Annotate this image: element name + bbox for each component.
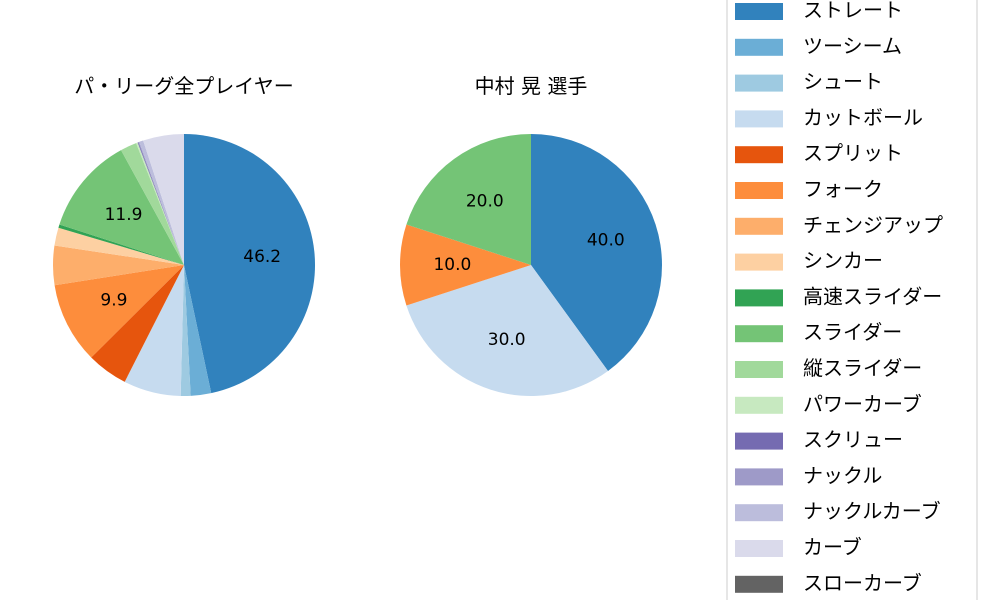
legend-swatch: [735, 182, 783, 199]
legend-entry: スプリット: [735, 141, 903, 165]
legend-swatch: [735, 361, 783, 378]
legend-swatch: [735, 3, 783, 20]
legend-label: ナックル: [803, 463, 882, 487]
pie-slice: [138, 141, 184, 265]
legend-entry: スライダー: [735, 320, 902, 344]
legend-label: スローカーブ: [803, 571, 922, 595]
pie-slice: [139, 140, 184, 265]
pie-slice: [406, 134, 531, 265]
legend-entry: シュート: [735, 70, 883, 94]
pie-slice: [91, 265, 184, 382]
slice-data-label: 46.2: [243, 247, 281, 267]
pie-slice: [58, 224, 184, 265]
legend-label: スクリュー: [803, 428, 903, 452]
pie-title-player: 中村 晃 選手: [475, 74, 588, 98]
pie-slice: [531, 134, 662, 371]
pie-slice: [124, 265, 184, 396]
legend-label: チェンジアップ: [803, 213, 943, 237]
pie-player: 40.0 30.0 10.0 20.0: [399, 134, 662, 396]
legend-entry: フォーク: [735, 177, 883, 201]
pie-slice: [184, 265, 212, 396]
pie-slice: [406, 265, 608, 396]
pie-slice: [54, 227, 185, 265]
legend-swatch: [735, 504, 783, 522]
pie-slice: [121, 143, 184, 265]
legend-frame: [726, 0, 978, 604]
legend-entry: カットボール: [735, 105, 923, 129]
legend-entry: ツーシーム: [735, 34, 902, 58]
legend-entry: パワーカーブ: [735, 392, 922, 416]
legend-entry: 高速スライダー: [735, 284, 942, 308]
legend-label: フォーク: [803, 177, 883, 201]
legend-swatch: [735, 74, 783, 92]
pie-slice: [137, 142, 184, 265]
legend-label: パワーカーブ: [803, 392, 922, 416]
legend-label: 縦スライダー: [803, 356, 922, 380]
slice-data-label: 10.0: [433, 255, 471, 275]
legend-label: 高速スライダー: [803, 284, 942, 308]
pie-slice: [136, 142, 184, 265]
legend-label: ツーシーム: [803, 34, 902, 58]
pie-slice: [52, 245, 185, 286]
legend-entry: ナックルカーブ: [735, 499, 941, 523]
legend-entry: スローカーブ: [735, 571, 922, 595]
pie-slice: [143, 133, 184, 265]
legend-swatch: [735, 110, 783, 128]
slice-data-label: 11.9: [105, 205, 143, 225]
legend-swatch: [735, 146, 783, 164]
legend-swatch: [735, 289, 783, 307]
legend-entry: ストレート: [735, 0, 903, 22]
pie-slice: [184, 134, 316, 394]
legend-entry: 縦スライダー: [735, 356, 922, 380]
legend-entry: チェンジアップ: [735, 213, 943, 237]
slice-data-label: 40.0: [587, 231, 625, 251]
legend-swatch: [735, 253, 783, 271]
pie-league: 46.2 9.9 11.9: [52, 133, 316, 397]
legend-entry: カーブ: [735, 535, 862, 559]
legend-label: シュート: [803, 70, 883, 94]
legend: ストレートツーシームシュートカットボールスプリットフォークチェンジアップシンカー…: [726, 0, 978, 604]
pie-title-league: パ・リーグ全プレイヤー: [74, 74, 293, 98]
legend-label: ナックルカーブ: [803, 499, 941, 523]
legend-swatch: [735, 540, 783, 557]
legend-label: スライダー: [803, 320, 902, 344]
legend-entry: スクリュー: [735, 428, 903, 452]
legend-swatch: [735, 432, 783, 450]
legend-label: ストレート: [803, 0, 903, 22]
pie-slice: [59, 150, 184, 265]
pie-slice: [399, 224, 531, 306]
legend-swatch: [735, 468, 783, 486]
legend-entry: ナックル: [735, 463, 882, 487]
pie-slice: [180, 265, 191, 397]
slice-data-label: 30.0: [488, 330, 526, 350]
legend-label: スプリット: [803, 141, 903, 165]
pie-slice: [54, 265, 184, 358]
legend-swatch: [735, 325, 783, 343]
slice-data-label: 20.0: [466, 191, 504, 211]
legend-label: シンカー: [803, 249, 883, 273]
legend-entry: シンカー: [735, 249, 883, 273]
legend-label: カーブ: [803, 535, 862, 559]
legend-swatch: [735, 217, 783, 235]
legend-swatch: [735, 38, 783, 56]
legend-swatch: [735, 575, 783, 593]
slice-data-label: 9.9: [100, 291, 127, 311]
legend-swatch: [735, 396, 783, 414]
legend-label: カットボール: [803, 105, 923, 129]
